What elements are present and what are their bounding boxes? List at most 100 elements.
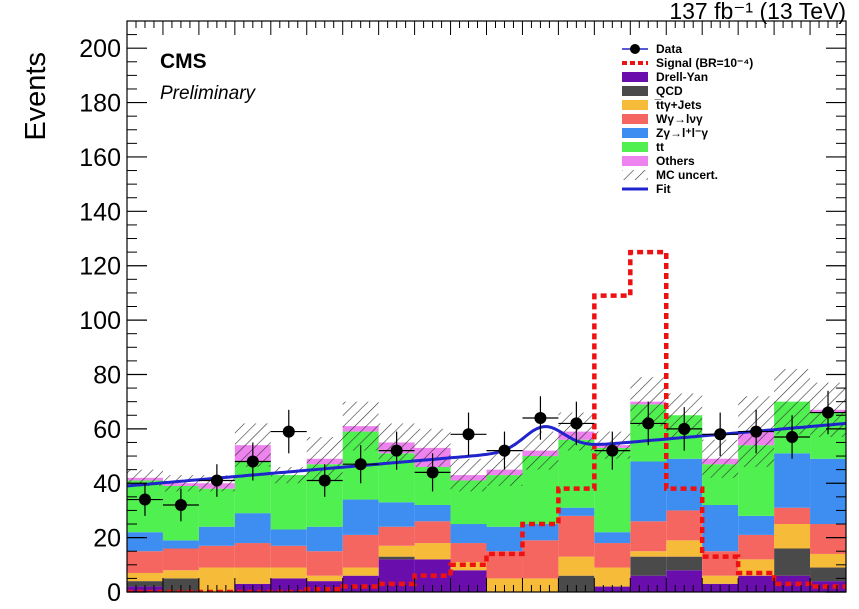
- y-tick-label: 20: [93, 525, 121, 553]
- wgamma-bar: [162, 548, 199, 571]
- zgamma-bar: [127, 532, 163, 552]
- data-marker: [642, 417, 655, 430]
- data-point: [306, 464, 343, 497]
- y-tick-label: 180: [79, 90, 121, 118]
- ttgamma-bar: [774, 524, 811, 549]
- legend-item-others: Others: [622, 154, 695, 168]
- legend-hatch-swatch: [622, 170, 648, 180]
- y-axis: 0 20 40 60 80 100 120 140 160 180 200: [79, 20, 847, 607]
- mc-uncertainty-bin: [127, 469, 163, 486]
- legend-item-signal: Signal (BR=10⁻⁴): [622, 56, 753, 70]
- zgamma-bar: [234, 513, 271, 544]
- data-marker: [750, 425, 763, 438]
- mc-uncertainty-bin: [450, 458, 487, 492]
- wgamma-bar: [234, 543, 271, 568]
- wgamma-bar: [450, 543, 487, 563]
- data-marker: [282, 425, 295, 438]
- ttgamma-bar: [450, 562, 487, 571]
- legend-swatch: [622, 114, 648, 124]
- legend-label: MC uncert.: [656, 168, 718, 182]
- y-tick-label: 100: [79, 307, 121, 335]
- legend-label: Drell-Yan: [656, 70, 708, 84]
- data-marker: [210, 474, 223, 487]
- data-marker: [786, 431, 799, 444]
- y-tick-label: 140: [79, 198, 121, 226]
- data-point: [486, 431, 523, 470]
- y-tick-label: 120: [79, 253, 121, 281]
- y-tick-label: 200: [79, 35, 121, 63]
- legend-swatch: [622, 156, 648, 166]
- ttgamma-bar: [558, 556, 595, 576]
- data-point: [774, 415, 811, 459]
- ttgamma-bar: [306, 575, 343, 582]
- zgamma-bar: [270, 529, 307, 546]
- legend-item-ttgamma: t̅tγ+Jets: [622, 98, 702, 112]
- ttgamma-bar: [234, 567, 271, 584]
- wgamma-bar: [270, 545, 307, 568]
- experiment-label: CMS: [160, 50, 207, 73]
- zgamma-bar: [198, 526, 235, 546]
- ttgamma-bar: [378, 545, 415, 557]
- legend-label: t̅tγ+Jets: [654, 98, 702, 112]
- data-marker: [426, 466, 439, 479]
- qcd-bar: [774, 548, 811, 576]
- tt-bar: [558, 439, 595, 508]
- data-point: [198, 464, 235, 497]
- data-point: [522, 396, 559, 440]
- legend-item-zgamma: Zγ→l⁺l⁻γ: [622, 126, 708, 140]
- legend-item-data: Data: [622, 42, 682, 56]
- wgamma-bar: [774, 507, 811, 525]
- legend-label: Others: [656, 154, 695, 168]
- ttgamma-bar: [666, 540, 703, 557]
- y-axis-title: Events: [20, 52, 52, 141]
- wgamma-bar: [594, 543, 631, 568]
- zgamma-bar: [522, 524, 559, 541]
- data-point: [594, 431, 631, 470]
- wgamma-bar: [378, 526, 415, 546]
- wgamma-bar: [342, 534, 379, 568]
- data-marker: [174, 498, 187, 511]
- ttgamma-bar: [594, 567, 631, 587]
- legend-item-fit: Fit: [622, 182, 671, 196]
- legend-item-wgamma: Wγ→lνγ: [622, 112, 703, 126]
- data-point: [738, 409, 775, 454]
- wgamma-bar: [810, 524, 846, 554]
- zgamma-bar: [810, 458, 846, 525]
- data-marker: [498, 444, 511, 457]
- data-marker: [570, 417, 583, 430]
- data-marker: [318, 474, 331, 487]
- y-tick-label: 40: [93, 470, 121, 498]
- data-marker: [138, 493, 151, 506]
- wgamma-bar: [306, 551, 343, 576]
- status-label: Preliminary: [160, 83, 257, 104]
- zgamma-bar: [378, 502, 415, 527]
- mc-uncertainty-bin: [342, 401, 379, 451]
- legend-label: tt: [656, 140, 664, 154]
- qcd-bar: [378, 556, 415, 560]
- zgamma-bar: [162, 540, 199, 549]
- y-tick-label: 0: [107, 579, 121, 607]
- zgamma-bar: [306, 526, 343, 552]
- legend-label: Wγ→lνγ: [656, 112, 703, 126]
- data-marker: [822, 406, 835, 419]
- ttgamma-bar: [414, 543, 451, 560]
- data-point: [414, 453, 451, 492]
- legend-label: Fit: [656, 182, 671, 196]
- y-tick-label: 160: [79, 144, 121, 172]
- legend-data-marker: [630, 44, 640, 54]
- legend-item-qcd: QCD: [622, 84, 683, 98]
- legend-item-tt: tt: [622, 140, 664, 154]
- qcd-bar: [810, 567, 846, 582]
- data-point: [127, 483, 163, 516]
- zgamma-bar: [774, 453, 811, 508]
- data-point: [702, 412, 739, 457]
- zgamma-bar: [738, 515, 775, 535]
- data-point: [378, 431, 415, 470]
- legend-label: Zγ→l⁺l⁻γ: [656, 126, 708, 140]
- tt-bar: [270, 475, 307, 530]
- wgamma-bar: [522, 540, 559, 579]
- data-marker: [390, 444, 403, 457]
- lumi-label: 137 fb⁻¹ (13 TeV): [669, 0, 846, 24]
- legend-label: Signal (BR=10⁻⁴): [656, 56, 753, 70]
